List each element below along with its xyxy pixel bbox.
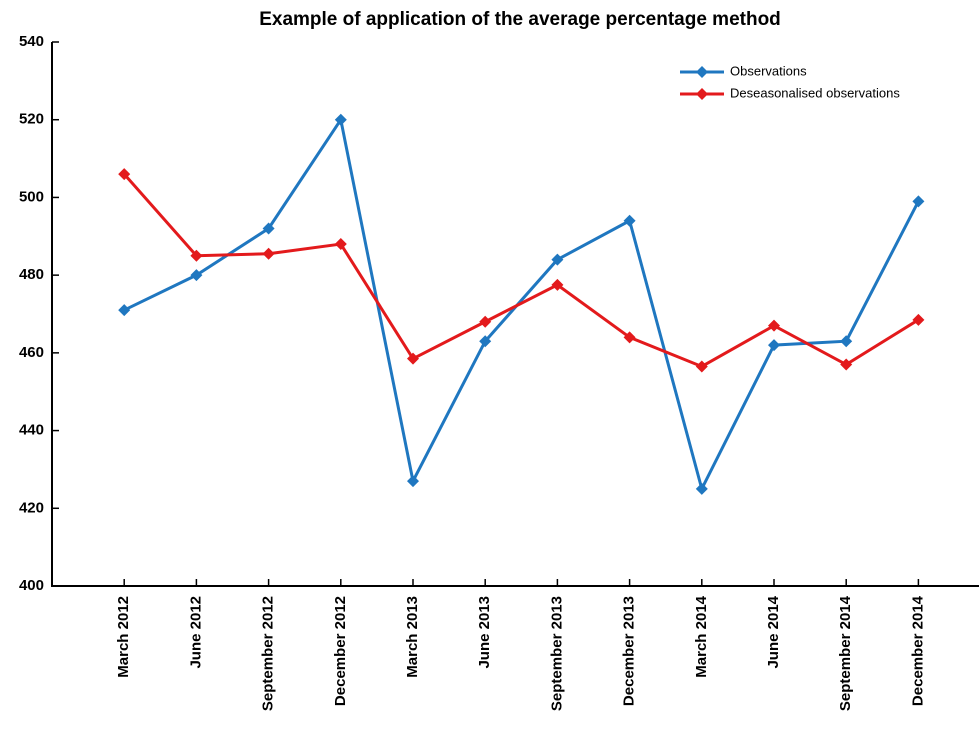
marker <box>334 238 347 251</box>
chart-title: Example of application of the average pe… <box>259 9 781 30</box>
marker <box>840 358 853 371</box>
x-tick-label: September 2012 <box>260 596 277 711</box>
x-tick-label: September 2014 <box>837 595 854 711</box>
series-line <box>123 173 920 369</box>
marker <box>551 253 564 266</box>
marker <box>695 482 708 495</box>
y-tick-label: 440 <box>19 422 44 439</box>
marker <box>190 249 203 262</box>
marker <box>262 247 275 260</box>
legend-label: Observations <box>730 63 807 78</box>
x-tick-label: September 2013 <box>548 596 565 711</box>
x-tick-label: June 2012 <box>187 596 204 669</box>
marker <box>334 113 347 126</box>
x-tick-label: March 2014 <box>693 595 710 677</box>
marker <box>695 360 708 373</box>
marker <box>912 195 925 208</box>
y-tick-label: 520 <box>19 111 44 128</box>
marker <box>118 168 131 181</box>
marker <box>623 214 636 227</box>
y-tick-label: 400 <box>19 577 44 594</box>
marker <box>479 335 492 348</box>
y-tick-label: 460 <box>19 344 44 361</box>
marker <box>551 278 564 291</box>
legend-marker <box>696 66 708 78</box>
y-tick-label: 500 <box>19 188 44 205</box>
marker <box>190 269 203 282</box>
y-tick-label: 420 <box>19 499 44 516</box>
y-tick-label: 480 <box>19 266 44 283</box>
x-tick-label: June 2013 <box>476 596 493 669</box>
marker <box>118 304 131 317</box>
marker <box>407 352 419 365</box>
marker <box>623 331 636 344</box>
marker <box>768 319 780 332</box>
x-tick-label: March 2013 <box>404 596 421 678</box>
marker <box>840 335 853 348</box>
y-tick-label: 540 <box>19 33 44 50</box>
x-tick-label: December 2012 <box>332 596 349 706</box>
legend-label: Deseasonalised observations <box>730 85 900 100</box>
marker <box>479 315 492 328</box>
marker <box>407 475 419 488</box>
marker <box>768 339 780 352</box>
x-tick-label: December 2013 <box>621 596 638 706</box>
legend-marker <box>696 88 708 100</box>
marker <box>912 313 925 326</box>
series-line <box>123 115 920 494</box>
marker <box>262 222 275 235</box>
x-tick-label: March 2012 <box>115 596 132 678</box>
x-tick-label: June 2014 <box>765 595 782 668</box>
x-tick-label: December 2014 <box>909 595 926 706</box>
